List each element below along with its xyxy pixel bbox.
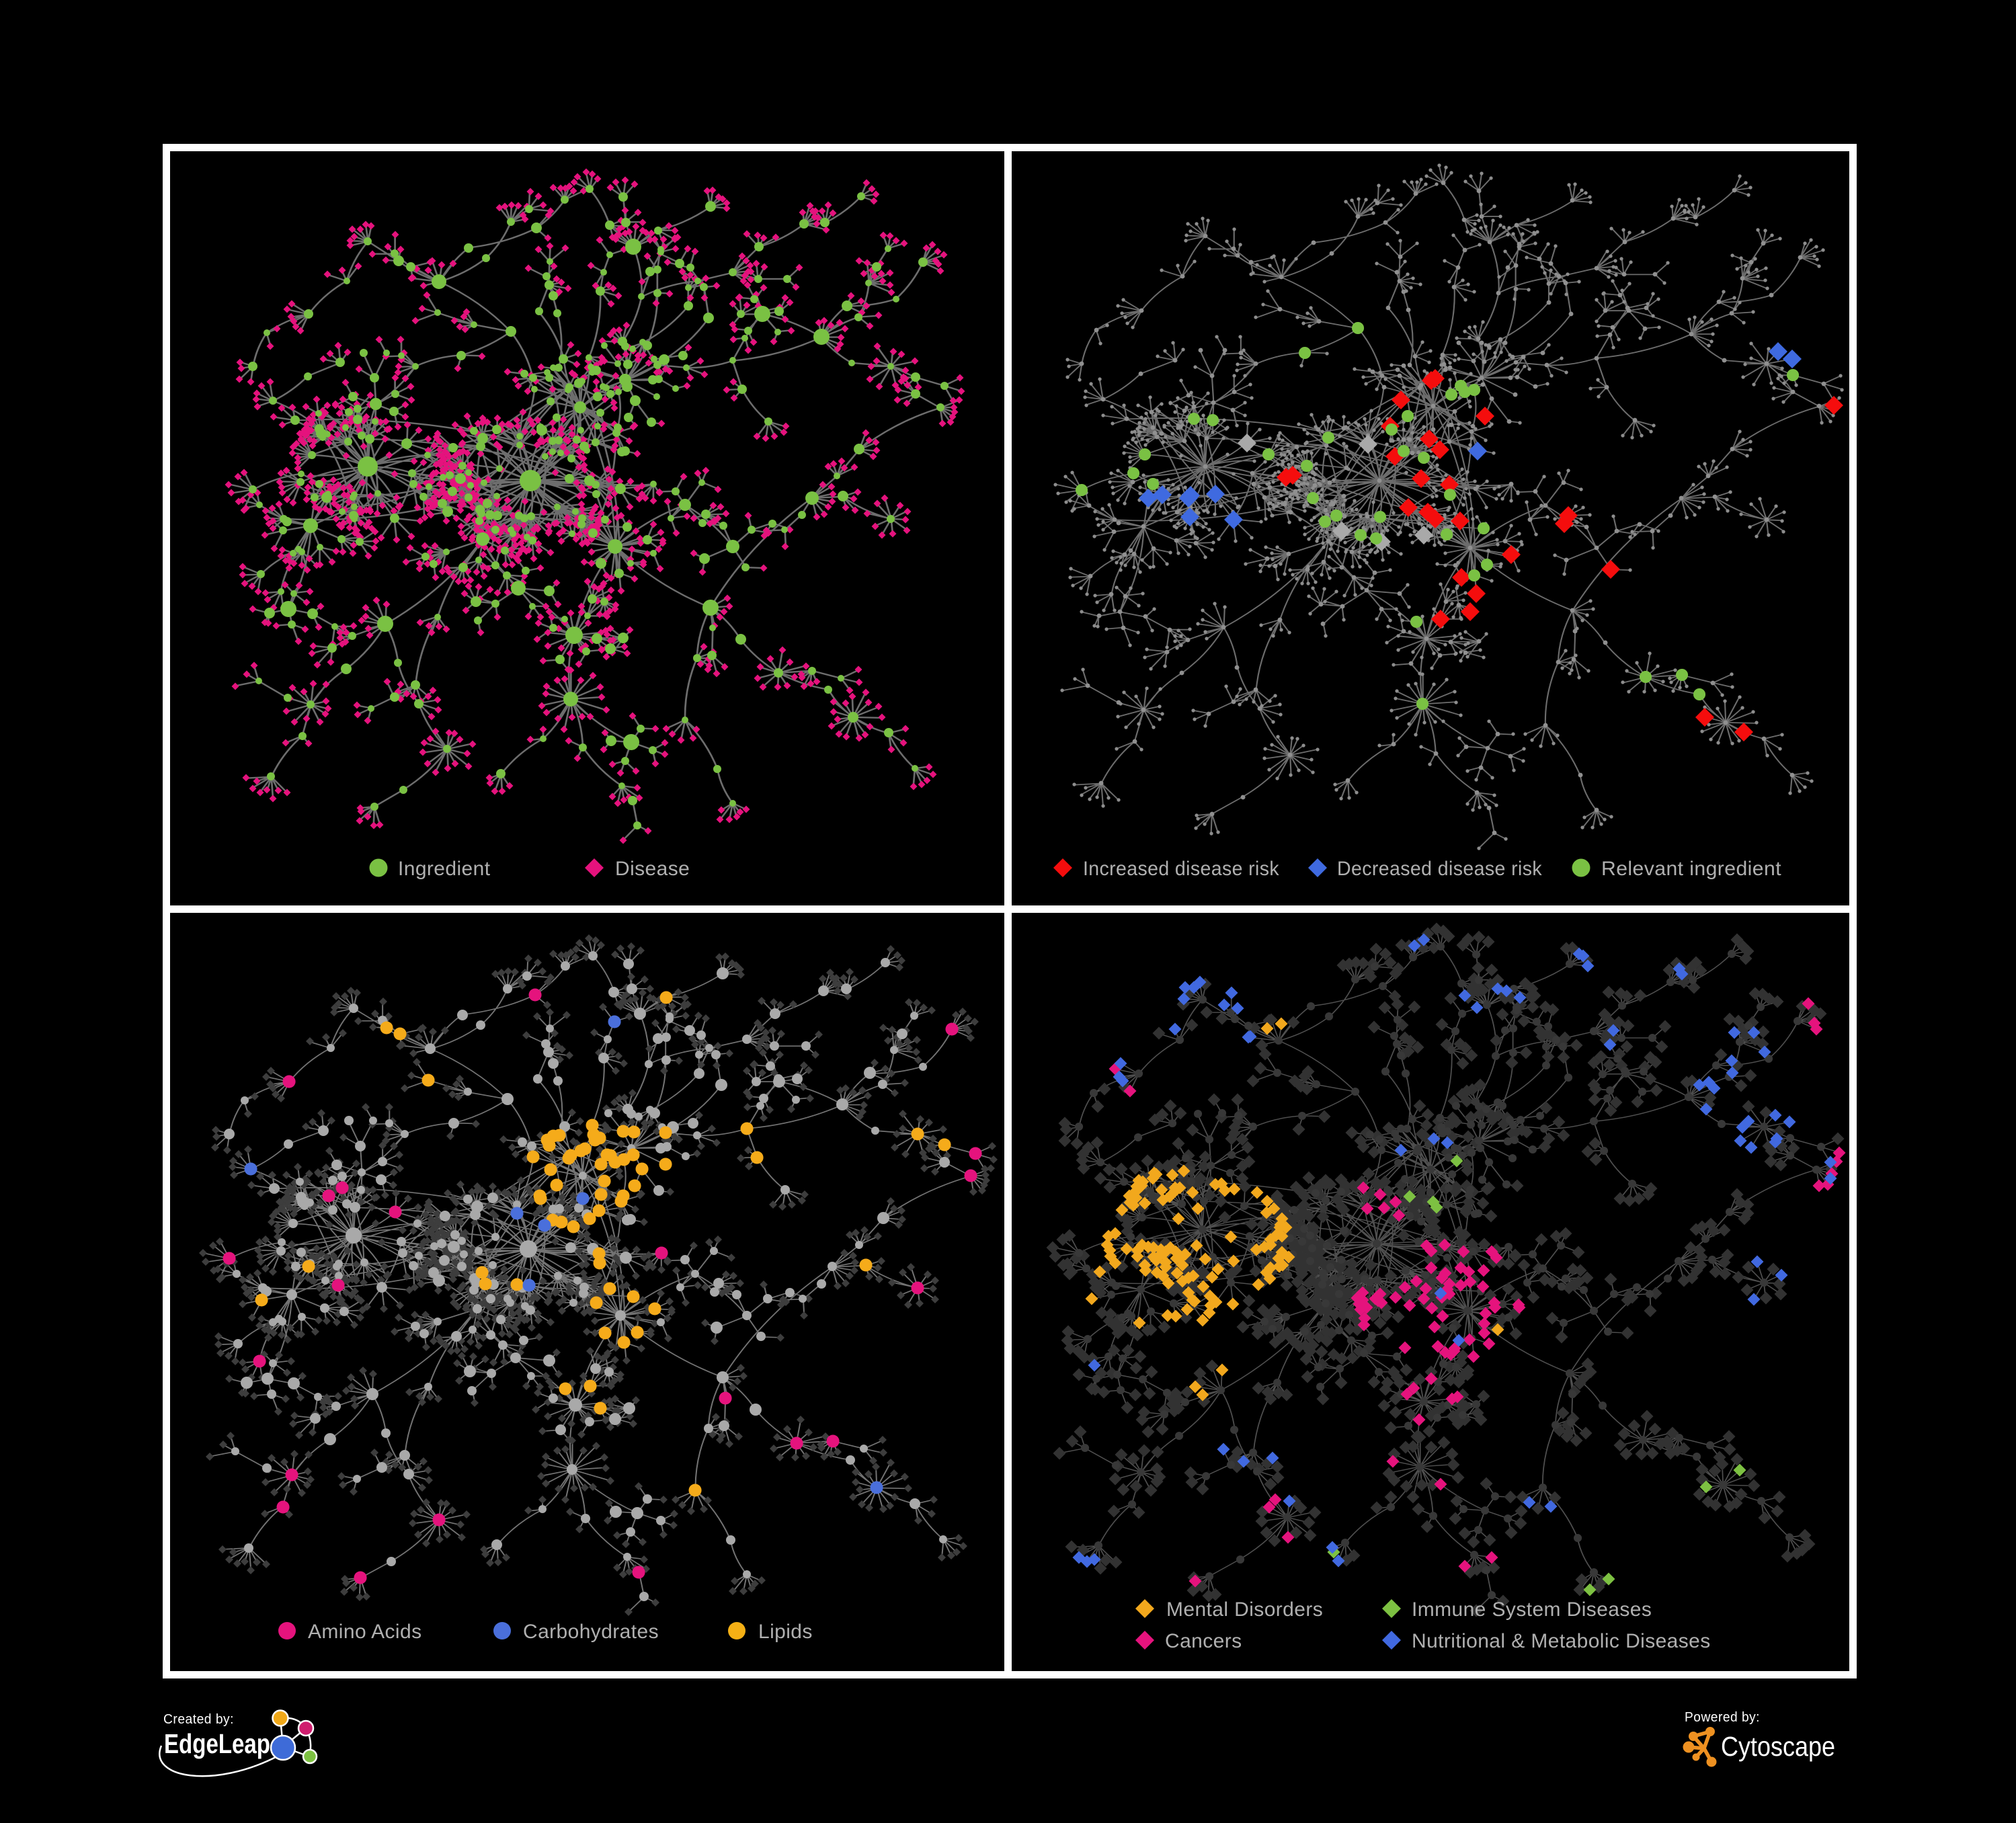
- svg-text:Cancers: Cancers: [1165, 1630, 1242, 1652]
- svg-text:Nutritional & Metabolic Diseas: Nutritional & Metabolic Diseases: [1412, 1630, 1711, 1652]
- svg-text:Immune System Diseases: Immune System Diseases: [1412, 1598, 1652, 1621]
- svg-text:Created by:: Created by:: [163, 1712, 234, 1727]
- svg-text:Amino Acids: Amino Acids: [308, 1621, 421, 1643]
- svg-text:Powered by:: Powered by:: [1685, 1710, 1760, 1725]
- svg-text:Increased disease risk: Increased disease risk: [1083, 858, 1280, 880]
- svg-text:Ingredient: Ingredient: [398, 858, 491, 880]
- svg-text:Relevant ingredient: Relevant ingredient: [1601, 858, 1781, 880]
- svg-text:Disease: Disease: [615, 858, 690, 880]
- svg-text:Decreased disease risk: Decreased disease risk: [1337, 858, 1543, 880]
- svg-text:Carbohydrates: Carbohydrates: [523, 1621, 659, 1643]
- svg-text:Mental Disorders: Mental Disorders: [1166, 1598, 1323, 1621]
- svg-text:Cytoscape: Cytoscape: [1721, 1731, 1835, 1762]
- svg-text:Lipids: Lipids: [758, 1621, 813, 1643]
- svg-text:EdgeLeap: EdgeLeap: [164, 1728, 270, 1759]
